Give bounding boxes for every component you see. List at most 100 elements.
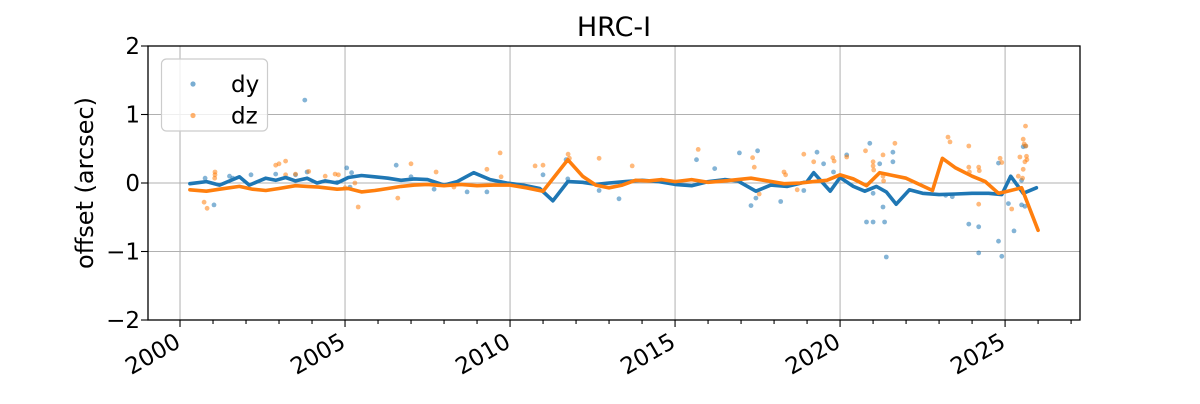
scatter-point-dy — [821, 161, 826, 167]
scatter-point-dy — [302, 97, 308, 103]
scatter-point-dz — [212, 175, 218, 181]
scatter-point-dy — [976, 224, 982, 230]
scatter-point-dy — [616, 196, 622, 202]
scatter-point-dz — [484, 166, 490, 172]
legend-label-dy: dy — [231, 72, 259, 98]
scatter-point-dy — [831, 169, 836, 175]
scatter-point-dy — [801, 188, 807, 193]
scatter-point-dz — [395, 195, 401, 201]
scatter-point-dz — [1009, 206, 1015, 212]
y-tick-label: 1 — [125, 103, 140, 129]
x-tick-label: 2020 — [781, 329, 845, 381]
tick-marks — [141, 45, 1072, 327]
scatter-point-dy — [883, 254, 889, 260]
chart-title: HRC-I — [577, 12, 651, 43]
scatter-point-dy — [999, 253, 1005, 259]
scatter-point-dz — [945, 134, 951, 140]
scatter-point-dz — [831, 158, 837, 164]
trend-line-dz_mean — [188, 156, 1040, 233]
scatter-point-dy — [890, 149, 896, 155]
scatter-point-dz — [997, 155, 1003, 161]
legend-marker-dz-icon — [190, 112, 196, 119]
scatter-point-dz — [783, 172, 788, 178]
scatter-point-dz — [565, 151, 571, 157]
scatter-point-dz — [870, 163, 876, 169]
x-tick-labels: 2000 2005 2010 2015 2020 2025 — [121, 329, 1010, 381]
scatter-point-dz — [336, 172, 341, 178]
scatter-point-dz — [408, 161, 414, 167]
scatter-point-dy — [694, 157, 699, 163]
scatter-point-dz — [999, 160, 1005, 165]
x-tick-label: 2010 — [451, 329, 515, 381]
y-tick-label: 2 — [125, 34, 140, 60]
scatter-point-dz — [871, 167, 877, 173]
scatter-point-dy — [349, 170, 354, 176]
legend: dy dz — [160, 58, 269, 132]
scatter-point-dz — [794, 187, 800, 193]
scatter-series-dz — [201, 123, 1030, 212]
scatter-point-dz — [756, 191, 762, 197]
scatter-point-dz — [844, 154, 850, 160]
scatter-point-dy — [864, 219, 869, 225]
scatter-point-dz — [1020, 136, 1026, 142]
scatter-point-dz — [629, 163, 635, 169]
scatter-point-dz — [322, 173, 328, 179]
x-tick-label: 2000 — [121, 329, 185, 381]
scatter-point-dz — [283, 158, 288, 164]
scatter-point-dy — [211, 202, 217, 208]
scatter-point-dz — [880, 152, 886, 158]
scatter-point-dy — [540, 172, 546, 178]
scatter-point-dz — [976, 168, 982, 174]
scatter-point-dy — [712, 166, 718, 172]
y-tick-label: −1 — [106, 240, 140, 266]
scatter-point-dy — [464, 189, 470, 195]
legend-box — [160, 58, 269, 132]
scatter-point-dz — [306, 169, 312, 174]
scatter-point-dz — [1017, 154, 1023, 160]
scatter-point-dy — [814, 149, 820, 155]
y-tick-label: 0 — [125, 171, 140, 197]
scatter-point-dz — [355, 204, 361, 210]
scatter-point-dy — [1011, 228, 1017, 234]
scatter-point-dy — [202, 175, 208, 181]
scatter-point-dy — [870, 190, 876, 196]
scatter-point-dy — [753, 195, 759, 201]
scatter-point-dz — [881, 178, 886, 184]
scatter-point-dy — [870, 219, 876, 225]
scatter-point-dy — [867, 140, 873, 146]
scatter-point-dz — [863, 148, 868, 154]
scatter-point-dz — [1015, 173, 1021, 179]
legend-label-dz: dz — [231, 104, 258, 130]
scatter-point-dz — [1020, 175, 1025, 181]
scatter-point-dy — [596, 188, 602, 193]
scatter-point-dy — [880, 204, 886, 210]
scatter-point-dy — [1006, 201, 1011, 207]
scatter-point-dz — [204, 205, 210, 211]
scatter-point-dz — [293, 171, 298, 177]
scatter-point-dy — [778, 199, 784, 204]
x-tick-label: 2015 — [616, 329, 680, 381]
scatter-point-dz — [801, 151, 807, 157]
scatter-point-dy — [273, 171, 279, 177]
scatter-point-dy — [996, 238, 1001, 244]
scatter-point-dz — [201, 199, 207, 205]
x-tick-label: 2025 — [946, 329, 1010, 381]
scatter-point-dy — [737, 150, 742, 156]
scatter-point-dz — [811, 159, 817, 165]
scatter-point-dy — [431, 186, 437, 192]
scatter-point-dz — [947, 139, 953, 145]
scatter-point-dz — [498, 174, 504, 180]
scatter-point-dz — [540, 162, 546, 168]
y-tick-labels: −2 −1 0 1 2 — [106, 34, 140, 334]
scatter-point-dy — [877, 161, 883, 167]
scatter-point-dz — [276, 161, 282, 167]
y-axis-label: offset (arcsec) — [71, 97, 99, 269]
scatter-point-dz — [1020, 166, 1026, 172]
y-tick-label: −2 — [106, 308, 140, 334]
scatter-point-dz — [976, 201, 982, 207]
scatter-point-dy — [966, 221, 972, 227]
scatter-point-dz — [532, 163, 538, 169]
scatter-point-dy — [755, 148, 760, 154]
